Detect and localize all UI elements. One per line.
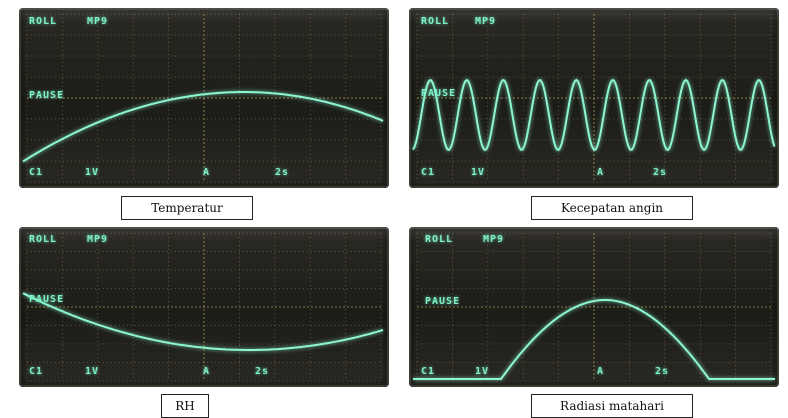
osd-channel: C1 — [421, 167, 436, 178]
osd-volts: 1V — [471, 167, 486, 178]
osd-time: 2s — [653, 167, 668, 178]
osd-trigger: A — [597, 167, 605, 178]
oscilloscope-panel-temperatur: ROLL MP9 PAUSE C1 1V A 2s — [19, 8, 389, 188]
osd-mp9: MP9 — [475, 16, 497, 27]
osd-roll: ROLL — [29, 234, 58, 245]
scope-screen — [22, 13, 384, 183]
osd-channel: C1 — [29, 167, 44, 178]
osd-channel: C1 — [29, 366, 44, 377]
signal-trace — [22, 91, 384, 163]
osd-roll: ROLL — [29, 16, 58, 27]
osd-pause: PAUSE — [29, 294, 65, 305]
scope-grid — [26, 13, 382, 183]
scope-grid — [26, 232, 382, 382]
caption-kecepatan-angin: Kecepatan angin — [531, 196, 693, 220]
signal-trace — [413, 299, 775, 380]
scope-grid — [416, 13, 772, 183]
osd-pause: PAUSE — [421, 88, 457, 99]
osd-volts: 1V — [85, 167, 100, 178]
osd-mp9: MP9 — [483, 234, 505, 245]
osd-volts: 1V — [475, 366, 490, 377]
osd-pause: PAUSE — [29, 90, 65, 101]
osd-trigger: A — [203, 167, 211, 178]
osd-trigger: A — [597, 366, 605, 377]
osd-roll: ROLL — [421, 16, 450, 27]
scope-screen — [412, 13, 776, 183]
oscilloscope-panel-kecepatan-angin: ROLL MP9 PAUSE C1 1V A 2s — [409, 8, 779, 188]
osd-pause: PAUSE — [425, 296, 461, 307]
osd-mp9: MP9 — [87, 16, 109, 27]
osd-volts: 1V — [85, 366, 100, 377]
caption-rh: RH — [161, 394, 209, 418]
osd-time: 2s — [655, 366, 670, 377]
osd-time: 2s — [255, 366, 270, 377]
scope-grid — [416, 232, 772, 382]
osd-roll: ROLL — [425, 234, 454, 245]
oscilloscope-panel-radiasi-matahari: ROLL MP9 PAUSE C1 1V A 2s — [409, 227, 779, 387]
osd-trigger: A — [203, 366, 211, 377]
caption-radiasi-matahari: Radiasi matahari — [531, 394, 693, 418]
scope-screen — [413, 232, 775, 382]
signal-trace — [412, 78, 776, 152]
caption-temperatur: Temperatur — [121, 196, 253, 220]
osd-channel: C1 — [421, 366, 436, 377]
osd-mp9: MP9 — [87, 234, 109, 245]
scope-screen — [22, 232, 384, 382]
osd-time: 2s — [275, 167, 290, 178]
signal-trace — [22, 292, 384, 351]
oscilloscope-panel-rh: ROLL MP9 PAUSE C1 1V A 2s — [19, 227, 389, 387]
